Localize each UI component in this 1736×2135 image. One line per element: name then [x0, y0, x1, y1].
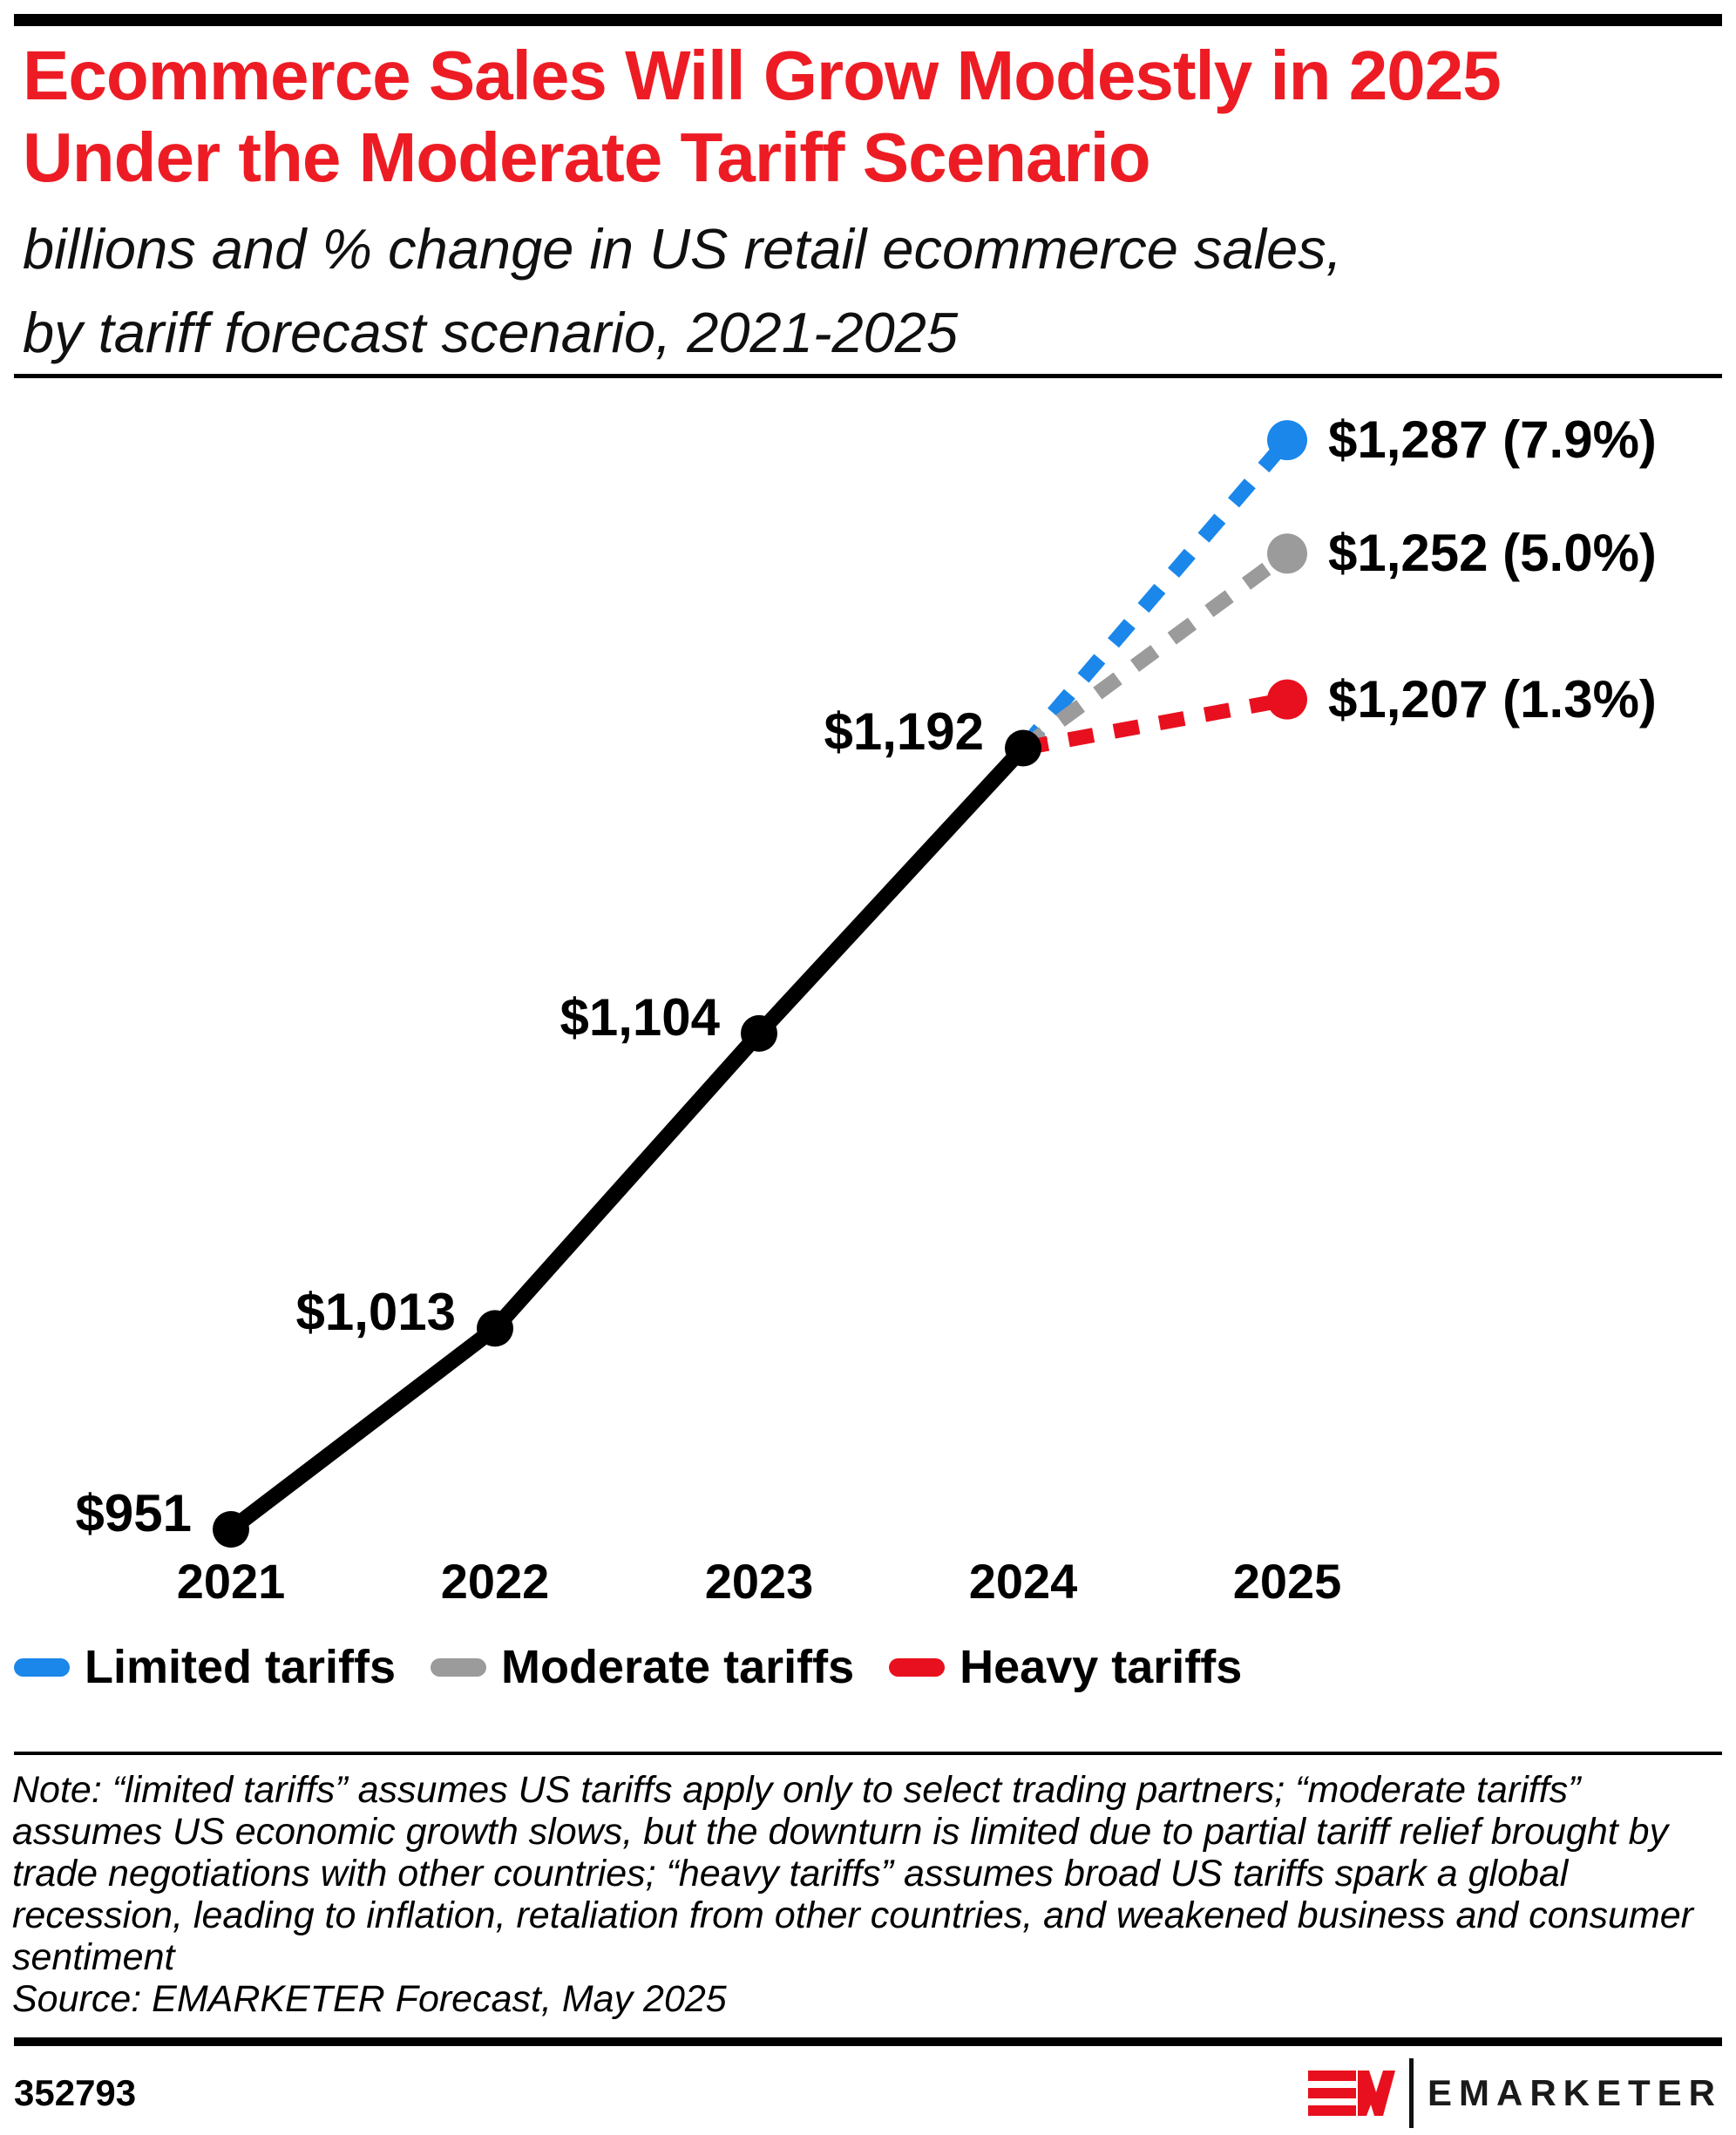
heavy-tariffs-line-swatch-icon [889, 1657, 946, 1677]
forecast-line-limited-tariffs [1017, 435, 1293, 754]
legend-label: Heavy tariffs [960, 1641, 1243, 1693]
emarketer-logo: EMARKETER [1307, 2058, 1722, 2128]
footnote-text: Note: “limited tariffs” assumes US tarif… [12, 1769, 1693, 1978]
data-point-2024 [1005, 729, 1041, 767]
moderate-tariffs-line-swatch-icon [431, 1657, 487, 1677]
legend-item-moderate-tariffs: Moderate tariffs [431, 1640, 854, 1694]
chart-legend: Limited tariffs Moderate tariffs Heavy t… [14, 1637, 1696, 1698]
chart-subtitle-line-1: billions and % change in US retail ecomm… [23, 217, 1342, 281]
emarketer-logo-mark-icon [1307, 2071, 1395, 2116]
page-title-line-2: Under the Moderate Tariff Scenario [23, 119, 1151, 196]
note-divider-rule [14, 1752, 1722, 1755]
chart-id-number: 352793 [14, 2072, 137, 2113]
forecast-point-limited-tariffs [1267, 420, 1307, 461]
top-rule [14, 14, 1722, 26]
source-text: Source: EMARKETER Forecast, May 2025 [12, 1978, 727, 2020]
brand-wordmark: EMARKETER [1427, 2072, 1722, 2113]
historical-line [223, 740, 1031, 1537]
legend-item-heavy-tariffs: Heavy tariffs [889, 1640, 1242, 1694]
footer-rule [14, 2037, 1722, 2046]
line-chart-plot [213, 420, 1307, 1548]
logo-divider-bar [1408, 2058, 1414, 2128]
forecast-point-heavy-tariffs [1267, 679, 1307, 720]
legend-label: Moderate tariffs [501, 1641, 855, 1693]
limited-tariffs-line-swatch-icon [14, 1657, 70, 1677]
legend-label: Limited tariffs [85, 1641, 397, 1693]
forecast-line-moderate-tariffs [1018, 547, 1292, 755]
data-point-2022 [477, 1310, 513, 1347]
data-point-2021 [213, 1511, 249, 1548]
forecast-point-moderate-tariffs [1267, 533, 1307, 574]
page-title-line-1: Ecommerce Sales Will Grow Modestly in 20… [23, 37, 1502, 114]
chart-subtitle-line-2: by tariff forecast scenario, 2021-2025 [23, 301, 959, 364]
data-point-2023 [741, 1014, 777, 1052]
legend-item-limited-tariffs: Limited tariffs [14, 1640, 396, 1694]
header-divider-rule [14, 374, 1722, 378]
